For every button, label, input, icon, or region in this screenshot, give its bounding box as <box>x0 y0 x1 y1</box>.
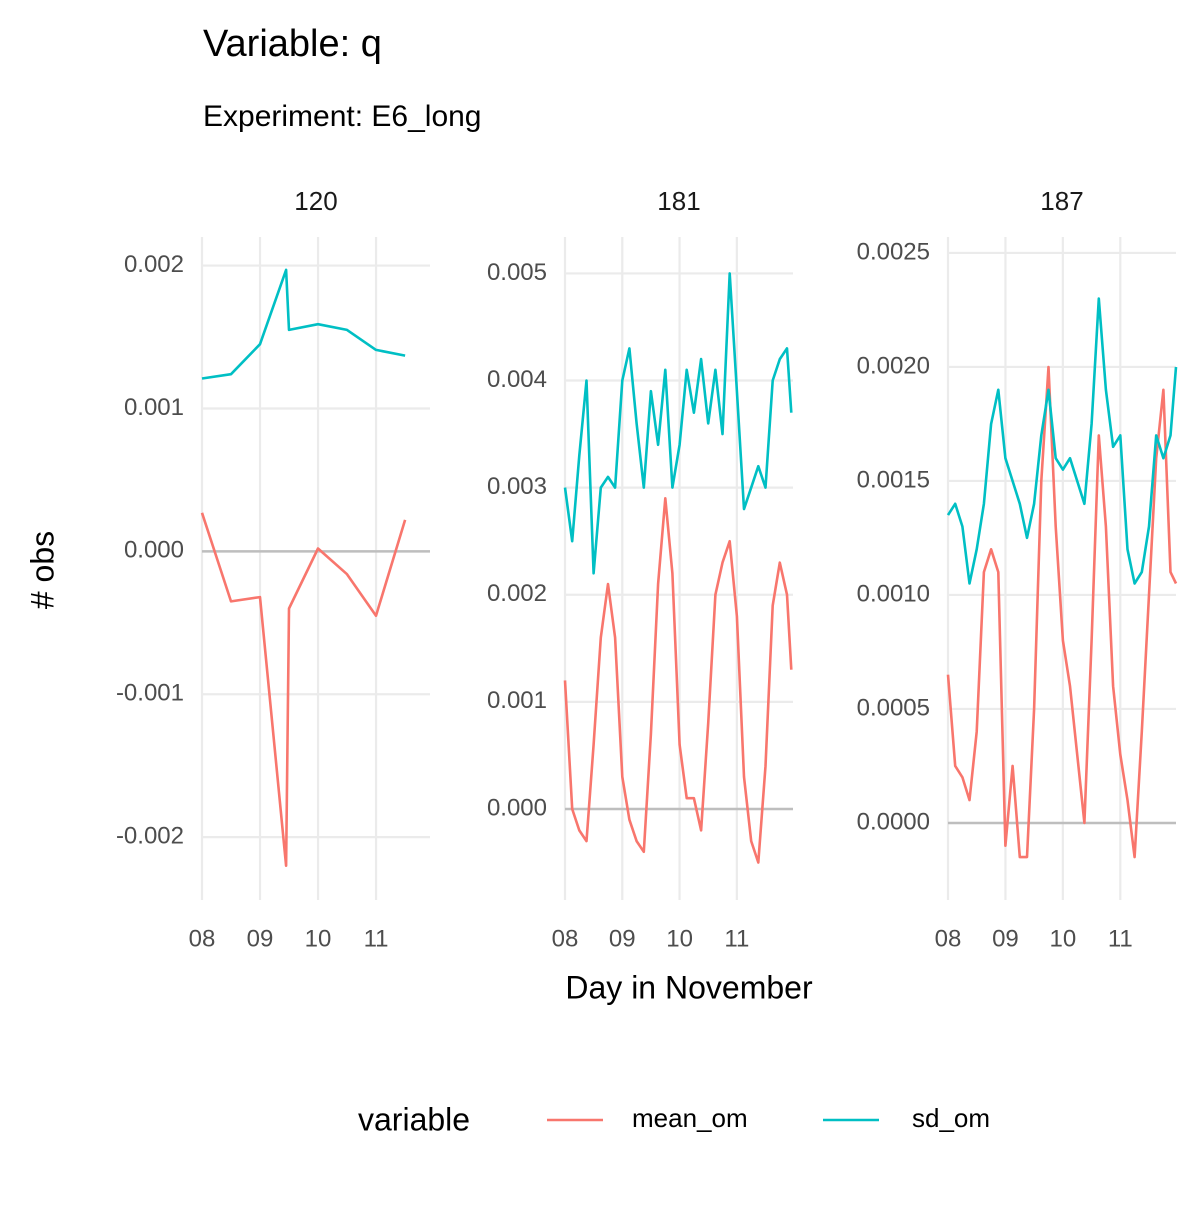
series-line <box>946 365 1178 859</box>
y-tick-label: 0.0005 <box>857 694 930 721</box>
x-tick-label: 09 <box>247 925 274 952</box>
x-tick-label: 11 <box>724 925 749 952</box>
series-line <box>201 268 406 380</box>
y-tick-label: -0.002 <box>116 822 184 849</box>
series-line <box>200 512 407 867</box>
y-tick-label: 0.001 <box>124 394 184 421</box>
legend-label: sd_om <box>912 1103 990 1133</box>
y-tick-label: 0.0010 <box>857 580 930 607</box>
facet-label: 181 <box>657 186 700 216</box>
series-line <box>946 297 1178 585</box>
x-axis-label: Day in November <box>565 969 813 1005</box>
y-tick-label: 0.0000 <box>857 808 930 835</box>
series-line <box>563 497 793 864</box>
y-tick-label: 0.004 <box>487 366 547 393</box>
legend-label: mean_om <box>632 1103 748 1133</box>
legend-title: variable <box>358 1101 470 1137</box>
x-tick-label: 08 <box>552 925 579 952</box>
x-tick-label: 09 <box>609 925 636 952</box>
facet-label: 187 <box>1040 186 1083 216</box>
y-tick-label: 0.0015 <box>857 466 930 493</box>
x-tick-label: 09 <box>992 925 1019 952</box>
x-tick-label: 10 <box>305 925 332 952</box>
y-tick-label: 0.001 <box>487 687 547 714</box>
chart-subtitle: Experiment: E6_long <box>203 100 482 133</box>
y-tick-label: 0.000 <box>487 794 547 821</box>
series-line <box>563 272 793 575</box>
facet-label: 120 <box>294 186 337 216</box>
x-tick-label: 08 <box>189 925 216 952</box>
y-tick-label: 0.0025 <box>857 238 930 265</box>
y-tick-label: -0.001 <box>116 680 184 707</box>
x-tick-label: 11 <box>1108 925 1133 952</box>
x-tick-label: 08 <box>935 925 962 952</box>
y-tick-label: 0.002 <box>124 251 184 278</box>
y-tick-label: 0.003 <box>487 473 547 500</box>
y-tick-label: 0.005 <box>487 259 547 286</box>
y-axis-label: # obs <box>24 531 60 609</box>
y-tick-label: 0.002 <box>487 580 547 607</box>
x-tick-label: 10 <box>1050 925 1077 952</box>
y-tick-label: 0.0020 <box>857 352 930 379</box>
x-tick-label: 10 <box>666 925 693 952</box>
y-tick-label: 0.000 <box>124 537 184 564</box>
chart-title: Variable: q <box>203 23 382 65</box>
x-tick-label: 11 <box>364 925 389 952</box>
